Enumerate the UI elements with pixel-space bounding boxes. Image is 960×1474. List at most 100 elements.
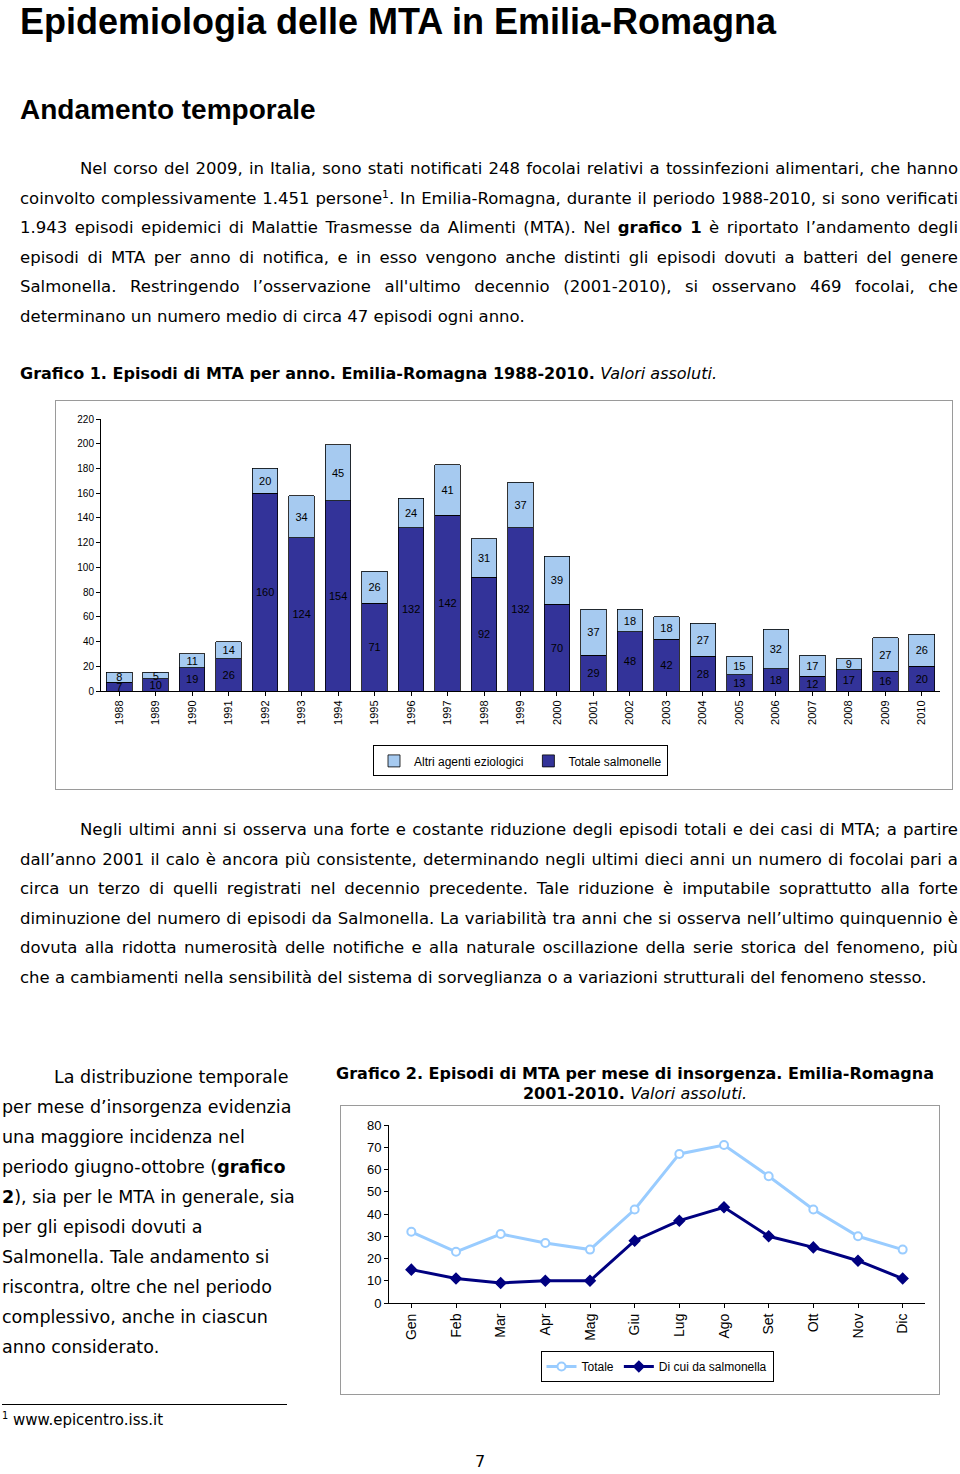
svg-text:18: 18 [660,622,672,634]
svg-text:2005: 2005 [733,700,745,724]
svg-text:Set: Set [760,1313,776,1334]
svg-text:30: 30 [367,1229,381,1244]
svg-text:160: 160 [77,488,94,499]
svg-text:132: 132 [402,603,420,615]
svg-text:1995: 1995 [368,700,380,724]
svg-text:Totale salmonelle: Totale salmonelle [568,755,661,769]
svg-text:80: 80 [367,1118,381,1133]
svg-text:2002: 2002 [624,700,636,724]
svg-text:48: 48 [624,655,636,667]
svg-text:26: 26 [916,644,928,656]
svg-text:28: 28 [697,668,709,680]
svg-text:26: 26 [368,581,380,593]
svg-text:31: 31 [478,552,490,564]
svg-text:2001: 2001 [587,700,599,724]
svg-text:20: 20 [259,475,271,487]
svg-text:19: 19 [186,673,198,685]
svg-text:18: 18 [770,674,782,686]
svg-text:16: 16 [879,675,891,687]
svg-text:1990: 1990 [186,700,198,724]
svg-text:20: 20 [367,1251,381,1266]
svg-text:40: 40 [367,1207,381,1222]
svg-text:14: 14 [223,644,235,656]
svg-text:27: 27 [697,634,709,646]
svg-text:1997: 1997 [441,700,453,724]
svg-text:2004: 2004 [696,700,708,724]
svg-text:5: 5 [153,670,159,682]
svg-text:Mag: Mag [582,1314,598,1341]
svg-text:Lug: Lug [671,1314,687,1337]
svg-text:20: 20 [916,673,928,685]
svg-text:140: 140 [77,512,94,523]
svg-text:1994: 1994 [332,700,344,724]
svg-text:7: 7 [116,681,122,693]
svg-text:1998: 1998 [478,700,490,724]
svg-text:1992: 1992 [259,700,271,724]
svg-text:12: 12 [806,678,818,690]
svg-text:92: 92 [478,628,490,640]
svg-text:45: 45 [332,467,344,479]
svg-text:Totale: Totale [582,1360,614,1374]
svg-text:9: 9 [846,658,852,670]
svg-text:13: 13 [733,677,745,689]
svg-text:8: 8 [116,671,122,683]
svg-text:15: 15 [733,660,745,672]
svg-text:0: 0 [88,686,94,697]
svg-text:39: 39 [551,574,563,586]
svg-text:2006: 2006 [769,700,781,724]
svg-text:1988: 1988 [113,700,125,724]
svg-text:29: 29 [587,667,599,679]
svg-text:160: 160 [256,586,274,598]
svg-text:34: 34 [296,511,308,523]
svg-text:2008: 2008 [842,700,854,724]
svg-text:220: 220 [77,414,94,425]
svg-text:Di cui da salmonella: Di cui da salmonella [659,1360,767,1374]
svg-text:17: 17 [806,660,818,672]
svg-text:41: 41 [441,484,453,496]
svg-text:124: 124 [292,608,310,620]
svg-text:11: 11 [186,655,197,667]
svg-text:Ott: Ott [805,1313,821,1332]
svg-text:2010: 2010 [915,700,927,724]
svg-text:Dic: Dic [894,1314,910,1334]
svg-text:60: 60 [367,1162,381,1177]
svg-text:Ago: Ago [716,1313,732,1338]
svg-text:17: 17 [843,674,855,686]
svg-text:10: 10 [367,1273,381,1288]
svg-text:26: 26 [223,669,235,681]
svg-text:2009: 2009 [879,700,891,724]
svg-text:37: 37 [514,499,526,511]
svg-text:1989: 1989 [149,700,161,724]
svg-text:2003: 2003 [660,700,672,724]
svg-text:Nov: Nov [850,1314,866,1339]
svg-text:80: 80 [83,587,95,598]
svg-text:200: 200 [77,438,94,449]
svg-text:120: 120 [77,537,94,548]
svg-text:Apr: Apr [537,1313,553,1335]
svg-text:60: 60 [83,611,95,622]
svg-text:142: 142 [438,597,456,609]
svg-text:71: 71 [368,641,380,653]
svg-text:20: 20 [83,661,95,672]
svg-text:100: 100 [77,562,94,573]
svg-text:Gen: Gen [403,1314,419,1340]
svg-text:Feb: Feb [448,1313,464,1337]
svg-text:Giu: Giu [626,1314,642,1336]
svg-text:154: 154 [329,590,347,602]
svg-text:32: 32 [770,643,782,655]
svg-text:1993: 1993 [295,700,307,724]
svg-text:37: 37 [587,626,599,638]
svg-text:40: 40 [83,636,95,647]
svg-text:2007: 2007 [806,700,818,724]
svg-text:1996: 1996 [405,700,417,724]
svg-text:50: 50 [367,1184,381,1199]
svg-text:10: 10 [150,679,162,691]
svg-text:Mar: Mar [492,1313,508,1337]
svg-text:42: 42 [660,659,672,671]
svg-text:180: 180 [77,463,94,474]
svg-text:1999: 1999 [514,700,526,724]
svg-text:1991: 1991 [222,700,234,724]
svg-text:24: 24 [405,507,417,519]
svg-text:Altri agenti eziologici: Altri agenti eziologici [414,755,523,769]
svg-text:132: 132 [511,603,529,615]
